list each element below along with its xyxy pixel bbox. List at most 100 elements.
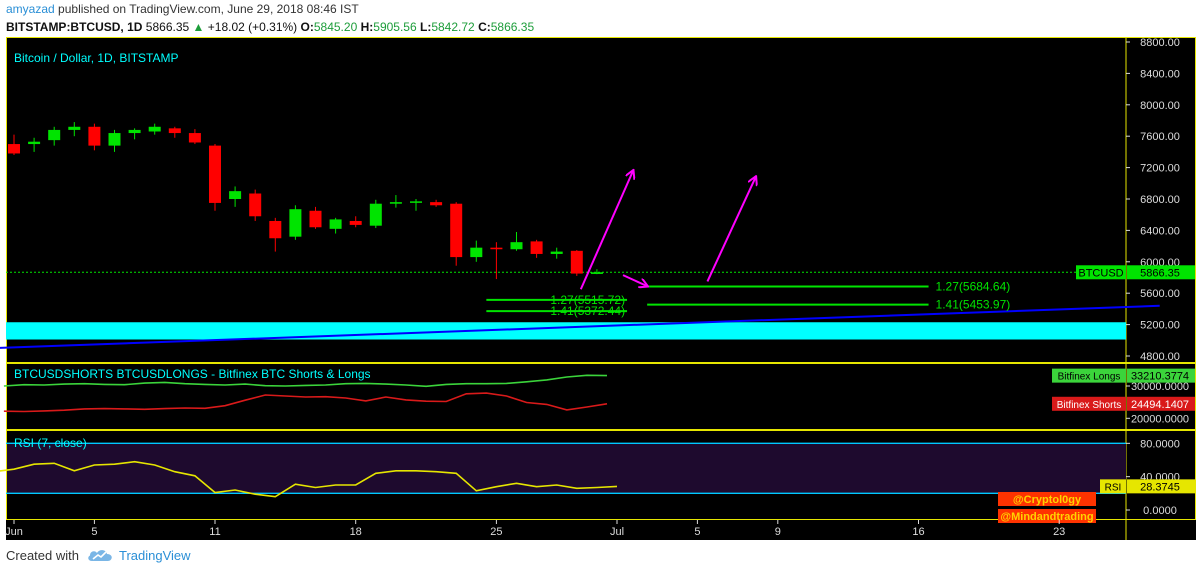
candle-4 — [68, 122, 81, 137]
indicator-axis-tick: 20000.0000 — [1131, 413, 1189, 425]
candle-13 — [249, 189, 262, 221]
watermark-tag — [998, 509, 1096, 523]
projection-arrow-2 — [622, 274, 647, 286]
price-pane-title: Bitcoin / Dollar, 1D, BITSTAMP — [14, 51, 179, 65]
projection-arrow-3 — [706, 177, 755, 282]
candle-body — [530, 241, 543, 254]
candle-body — [289, 209, 302, 237]
candle-15 — [289, 205, 302, 240]
created-with-text: Created with — [6, 547, 79, 563]
rsi-name-label: RSI — [1105, 482, 1122, 493]
price-axis-tick: 5200.00 — [1140, 320, 1180, 332]
time-axis-tick: 23 — [1053, 526, 1065, 538]
candle-body — [550, 251, 563, 254]
price-axis-tick: 8800.00 — [1140, 37, 1180, 49]
candle-body — [108, 133, 121, 146]
last-price: 5866.35 — [145, 20, 190, 34]
candle-body — [430, 202, 443, 206]
candle-2 — [28, 137, 41, 152]
series-value-label: 33210.3774 — [1131, 371, 1189, 383]
candle-7 — [128, 128, 141, 140]
candle-10 — [188, 129, 201, 145]
watermark-tag — [998, 492, 1096, 506]
candle-body — [8, 144, 20, 154]
series-name-tag — [1052, 396, 1126, 411]
candle-body — [510, 242, 523, 250]
candle-11 — [209, 144, 221, 211]
pane-border-3 — [6, 430, 1196, 520]
rsi-axis-tick: 80.0000 — [1140, 438, 1180, 450]
high-label: H: — [360, 20, 374, 34]
time-axis-tick: 25 — [490, 526, 502, 538]
candle-26 — [510, 231, 523, 251]
candle-body — [470, 247, 483, 258]
candle-24 — [470, 240, 483, 262]
series-name-tag — [1052, 368, 1126, 383]
low-value: 5842.72 — [431, 20, 475, 34]
candle-1 — [8, 134, 20, 156]
candle-body — [229, 191, 242, 199]
candle-17 — [329, 217, 342, 234]
candle-16 — [309, 206, 322, 229]
series-name-label: Bitfinex Shorts — [1057, 400, 1121, 411]
tradingview-link[interactable]: TradingView — [118, 547, 191, 563]
candle-body — [68, 126, 81, 130]
projection-arrow-1 — [579, 171, 633, 290]
candle-body — [209, 145, 221, 203]
series-line-longs — [3, 374, 608, 388]
candle-18 — [349, 216, 362, 228]
candle-body — [28, 141, 41, 145]
candle-12 — [229, 186, 242, 207]
symbol-info-bar: BITSTAMP:BTCUSD, 1D 5866.35 ▲ +18.02 (+0… — [6, 20, 534, 34]
published-text: published on TradingView.com, June 29, 2… — [58, 2, 359, 16]
publisher-link[interactable]: amyazad — [6, 2, 55, 16]
candle-body — [349, 220, 362, 225]
candle-body — [570, 250, 583, 274]
time-axis-tick: 16 — [912, 526, 924, 538]
candle-body — [410, 201, 422, 203]
candle-6 — [108, 129, 121, 152]
fib-level-label-3: 1.27(5684.64) — [936, 280, 1011, 294]
time-axis-tick: Jun — [5, 526, 23, 538]
price-axis-tick: 6800.00 — [1140, 194, 1180, 206]
candle-body — [590, 272, 603, 274]
time-axis-tick: 5 — [694, 526, 700, 538]
shorts-longs-pane-title: BTCUSDSHORTS BTCUSDLONGS - Bitfinex BTC … — [14, 367, 371, 381]
candle-3 — [48, 126, 61, 146]
candle-9 — [168, 126, 181, 138]
candle-27 — [530, 239, 543, 258]
series-line-shorts — [3, 392, 608, 413]
price-change: +18.02 (+0.31%) — [207, 20, 298, 34]
candle-29 — [570, 250, 583, 276]
series-line-rsi — [0, 460, 618, 498]
rsi-value-label: 28.3745 — [1140, 481, 1180, 493]
series-value-tag — [1127, 396, 1195, 411]
close-value: 5866.35 — [490, 20, 535, 34]
footer: Created with TradingView — [6, 544, 191, 566]
candle-25 — [490, 242, 503, 280]
time-axis-tick: 18 — [350, 526, 362, 538]
candle-body — [249, 193, 262, 217]
publish-info: amyazad published on TradingView.com, Ju… — [6, 2, 359, 16]
series-name-label: Bitfinex Longs — [1058, 372, 1121, 383]
candle-19 — [369, 199, 382, 229]
candle-8 — [148, 123, 161, 135]
candle-body — [490, 247, 503, 250]
rsi-name-tag — [1100, 479, 1126, 494]
rsi-band — [7, 443, 1126, 494]
last-price-name: BTCUSD — [1078, 267, 1123, 279]
price-axis-tick: 8400.00 — [1140, 68, 1180, 80]
watermark-text: @Cryptol0gy — [1013, 494, 1082, 506]
candle-body — [128, 129, 141, 134]
time-axis-tick: 5 — [91, 526, 97, 538]
rsi-pane-title: RSI (7, close) — [14, 436, 87, 450]
candle-14 — [269, 217, 282, 252]
low-label: L: — [420, 20, 432, 34]
fib-level-label-2: 1.41(5372.44) — [550, 304, 625, 318]
last-price-value-tag — [1127, 265, 1195, 280]
open-label: O: — [300, 20, 314, 34]
indicator-axis-tick: 30000.0000 — [1131, 381, 1189, 393]
series-value-tag — [1127, 368, 1195, 383]
candle-5 — [88, 123, 101, 151]
